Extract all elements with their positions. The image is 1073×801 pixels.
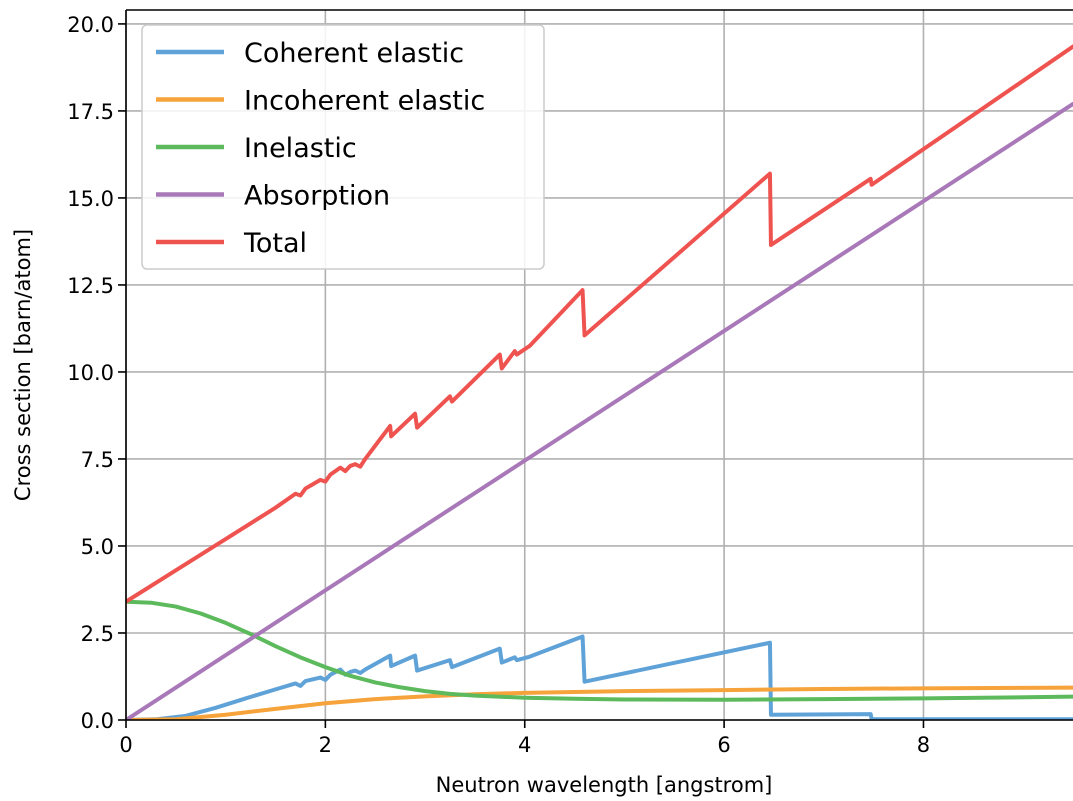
y-tick-label: 20.0: [67, 13, 114, 37]
series-line-absorption: [126, 101, 1073, 720]
x-tick-label: 4: [518, 733, 531, 757]
legend-label-inelastic: Inelastic: [244, 133, 357, 164]
y-tick-label: 12.5: [67, 274, 114, 298]
y-tick-label: 2.5: [81, 622, 114, 646]
axes-spines: [125, 9, 1073, 721]
legend-label-total: Total: [243, 228, 307, 259]
x-axis-label: Neutron wavelength [angstrom]: [436, 773, 773, 797]
x-tick-label: 6: [717, 733, 730, 757]
x-tick-label: 0: [119, 733, 132, 757]
y-tick-label: 7.5: [81, 448, 114, 472]
y-tick-label: 17.5: [67, 100, 114, 124]
y-tick-label: 10.0: [67, 361, 114, 385]
series-line-coherent-elastic: [126, 634, 1073, 720]
legend-label-absorption: Absorption: [244, 181, 390, 212]
y-tick-label: 0.0: [81, 709, 114, 733]
series-line-inelastic: [126, 599, 1073, 702]
x-tick-label: 8: [917, 733, 930, 757]
legend: Coherent elastic Incoherent elastic Inelas…: [141, 24, 545, 270]
series-lines: [126, 44, 1073, 720]
axis-ticks: 0 2 4 6 8 0.0 2.5 5.0 7.5 10.0 12.5 15.0 17.5 20.0: [67, 13, 930, 757]
y-tick-label: 5.0: [81, 535, 114, 559]
series-line-total: [126, 44, 1073, 604]
x-tick-label: 2: [319, 733, 332, 757]
y-axis-label: Cross section [barn/atom]: [11, 229, 35, 501]
legend-label-incoherent-elastic: Incoherent elastic: [244, 86, 485, 117]
plot-area: [126, 44, 1073, 720]
y-tick-label: 15.0: [67, 187, 114, 211]
legend-frame: [141, 24, 545, 270]
legend-label-coherent-elastic: Coherent elastic: [244, 38, 464, 69]
